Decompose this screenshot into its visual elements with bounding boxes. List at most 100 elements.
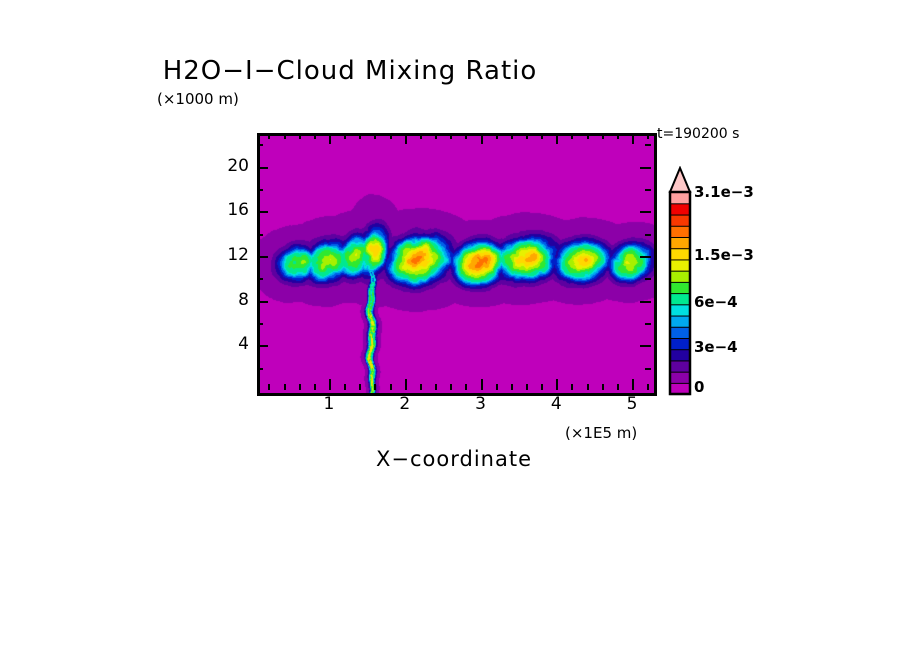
x-minor-tick-top xyxy=(495,133,498,139)
contour-field-canvas xyxy=(260,136,654,393)
colorbar-band xyxy=(669,202,691,216)
colorbar-band xyxy=(669,213,691,227)
x-tick-label: 4 xyxy=(550,394,562,414)
y-major-tick-left xyxy=(257,345,268,348)
y-minor-tick-left xyxy=(257,188,263,191)
x-minor-tick-bottom xyxy=(359,384,362,390)
colorbar-band xyxy=(669,225,691,238)
y-major-tick-right xyxy=(640,255,651,258)
x-minor-tick-top xyxy=(601,133,604,139)
x-minor-tick-top xyxy=(359,133,362,139)
y-minor-tick-left xyxy=(257,278,263,281)
x-axis-title: X−coordinate xyxy=(376,447,532,471)
x-major-tick-top xyxy=(556,133,559,144)
y-minor-tick-right xyxy=(645,188,651,191)
x-minor-tick-top xyxy=(571,133,574,139)
colorbar-band xyxy=(669,247,691,261)
x-tick-label: 1 xyxy=(323,394,335,414)
y-tick-label-text: 4 xyxy=(238,334,249,355)
y-major-tick-right xyxy=(640,166,651,169)
colorbar-band xyxy=(669,348,691,362)
x-major-tick-top xyxy=(480,133,483,144)
x-minor-tick-bottom xyxy=(495,384,498,390)
y-tick-label-text: 12 xyxy=(227,244,249,265)
x-minor-tick-top xyxy=(389,133,392,139)
y-axis-unit-label: (×1000 m) xyxy=(157,90,239,108)
x-minor-tick-bottom xyxy=(313,384,316,390)
x-minor-tick-top xyxy=(647,133,650,139)
y-minor-tick-right xyxy=(645,322,651,325)
x-minor-tick-bottom xyxy=(616,384,619,390)
x-tick-label: 5 xyxy=(626,394,638,414)
x-minor-tick-top xyxy=(465,133,468,139)
y-tick-label: 12 xyxy=(205,245,249,265)
x-minor-tick-bottom xyxy=(647,384,650,390)
x-axis-unit-label: (×1E5 m) xyxy=(565,424,638,442)
x-minor-tick-bottom xyxy=(374,384,377,390)
x-major-tick-top xyxy=(328,133,331,144)
y-minor-tick-right xyxy=(645,367,651,370)
x-minor-tick-bottom xyxy=(510,384,513,390)
colorbar-arrow-icon xyxy=(668,166,692,193)
x-major-tick-top xyxy=(404,133,407,144)
y-tick-label: 4 xyxy=(205,334,249,354)
y-tick-label-text: 8 xyxy=(238,289,249,310)
y-tick-label: 8 xyxy=(205,290,249,310)
y-tick-label: 16 xyxy=(205,200,249,220)
colorbar-tick-label: 1.5e−3 xyxy=(694,245,754,264)
x-minor-tick-bottom xyxy=(298,384,301,390)
colorbar-outline xyxy=(668,190,692,396)
y-minor-tick-left xyxy=(257,233,263,236)
y-major-tick-right xyxy=(640,300,651,303)
x-minor-tick-bottom xyxy=(465,384,468,390)
y-major-tick-left xyxy=(257,255,268,258)
x-major-tick-bottom xyxy=(556,379,559,390)
x-tick-label: 2 xyxy=(399,394,411,414)
colorbar-band xyxy=(669,292,691,306)
colorbar-band xyxy=(669,371,691,384)
colorbar-band xyxy=(669,191,691,205)
x-minor-tick-bottom xyxy=(525,384,528,390)
y-tick-label-text: 16 xyxy=(227,200,249,221)
x-minor-tick-top xyxy=(541,133,544,139)
y-major-tick-left xyxy=(257,300,268,303)
colorbar-tick-label: 0 xyxy=(694,378,705,397)
colorbar-band xyxy=(669,281,691,295)
y-minor-tick-right xyxy=(645,278,651,281)
colorbar-band xyxy=(669,303,691,317)
y-minor-tick-right xyxy=(645,233,651,236)
x-minor-tick-top xyxy=(450,133,453,139)
x-minor-tick-bottom xyxy=(601,384,604,390)
y-major-tick-right xyxy=(640,345,651,348)
x-minor-tick-top xyxy=(510,133,513,139)
x-minor-tick-top xyxy=(586,133,589,139)
colorbar-tick-label: 6e−4 xyxy=(694,292,738,311)
colorbar-band xyxy=(669,359,691,373)
colorbar-band xyxy=(669,314,691,328)
x-minor-tick-top xyxy=(268,133,271,139)
colorbar-tick-label: 3.1e−3 xyxy=(694,183,754,201)
x-minor-tick-top xyxy=(616,133,619,139)
x-minor-tick-top xyxy=(313,133,316,139)
x-major-tick-top xyxy=(632,133,635,144)
x-minor-tick-bottom xyxy=(571,384,574,390)
x-minor-tick-bottom xyxy=(450,384,453,390)
page-title: H2O−I−Cloud Mixing Ratio xyxy=(162,56,538,86)
x-minor-tick-top xyxy=(435,133,438,139)
colorbar-tick-label: 3e−4 xyxy=(694,337,738,356)
colorbar-band xyxy=(669,258,691,272)
x-minor-tick-top xyxy=(525,133,528,139)
colorbar-band xyxy=(669,337,691,351)
y-major-tick-left xyxy=(257,211,268,214)
x-minor-tick-top xyxy=(283,133,286,139)
x-major-tick-bottom xyxy=(404,379,407,390)
colorbar-band xyxy=(669,270,691,283)
colorbar-svg xyxy=(668,166,692,396)
y-minor-tick-left xyxy=(257,322,263,325)
colorbar xyxy=(664,166,696,398)
x-minor-tick-bottom xyxy=(283,384,286,390)
x-minor-tick-bottom xyxy=(541,384,544,390)
y-major-tick-right xyxy=(640,211,651,214)
x-minor-tick-top xyxy=(374,133,377,139)
